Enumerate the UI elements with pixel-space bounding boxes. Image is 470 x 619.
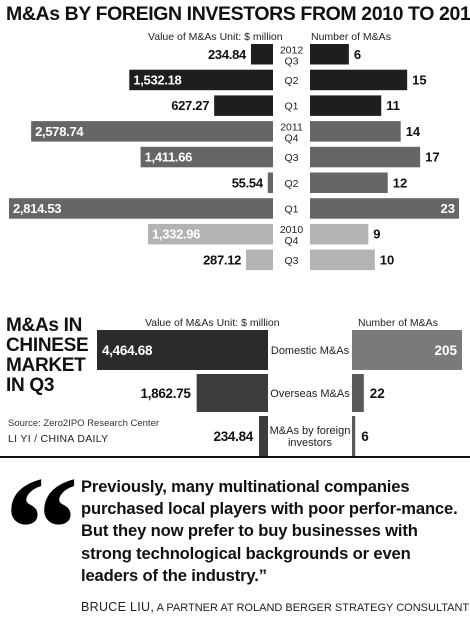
value-bar: [214, 95, 273, 116]
value-label: 234.84: [208, 47, 247, 62]
count-bar: [352, 416, 356, 456]
count-label: 17: [425, 150, 439, 165]
attribution-role: A PARTNER AT ROLAND BERGER STRATEGY CONS…: [154, 602, 470, 614]
count-label: 205: [434, 343, 457, 358]
count-bar: [310, 223, 369, 245]
value-label: 627.27: [171, 98, 209, 113]
quarter-label: Q3: [284, 255, 298, 267]
count-header: Number of M&As: [311, 31, 391, 43]
value-bar: [196, 374, 268, 412]
quarter-label: Q1: [284, 101, 298, 113]
value-bar: [246, 249, 273, 271]
count-bar: [310, 146, 421, 168]
count-label: 22: [370, 386, 385, 401]
source-note: Source: Zero2IPO Research Center: [8, 418, 160, 429]
value-label: 234.84: [214, 429, 254, 444]
value-label: 1,332.96: [152, 227, 200, 242]
quarter-label: Q2: [284, 178, 298, 190]
count-label: 6: [361, 429, 369, 444]
value-label: 55.54: [232, 175, 264, 190]
value-bar: [267, 172, 273, 193]
divider: [0, 456, 470, 458]
value-bar: [97, 330, 268, 370]
quarter-label: Q3: [284, 152, 298, 164]
market-title-line: CHINESE: [6, 335, 89, 356]
category-label: M&As by foreign: [270, 425, 351, 437]
count-label: 6: [354, 47, 361, 62]
quote-mark-icon: “: [4, 446, 79, 612]
year-label: 2012: [280, 44, 304, 56]
market-title: M&As IN CHINESE MARKET IN Q3: [6, 316, 106, 396]
count-bar: [352, 374, 364, 412]
value-label: 1,532.18: [133, 72, 181, 87]
quarter-label: Q1: [284, 203, 298, 215]
attribution-name: BRUCE LIU,: [81, 600, 155, 614]
value-header: Value of M&As Unit: $ million: [148, 31, 283, 43]
value-label: 2,578.74: [35, 124, 84, 139]
count-bar: [310, 249, 375, 271]
market-title-line: MARKET: [6, 355, 86, 376]
value-bar: [31, 121, 274, 142]
count-label: 11: [386, 98, 400, 113]
chinese-market-chart: 4,464.68 205 Domestic M&As 1,862.75 22 Overse…: [97, 330, 462, 456]
year-label: 2011: [280, 121, 303, 133]
value-bar: [259, 416, 268, 456]
count-bar: [310, 172, 388, 193]
value-bar: [250, 44, 273, 65]
count-bar: [310, 44, 349, 65]
count-label: 12: [393, 175, 407, 190]
count-bar: [310, 121, 401, 142]
quote-text: Previously, many multinational companies…: [81, 477, 458, 585]
count-bar: [310, 198, 459, 219]
attribution: BRUCE LIU, A PARTNER AT ROLAND BERGER ST…: [81, 600, 470, 614]
value-bar: [147, 223, 273, 245]
quarter-label: Q3: [284, 55, 298, 67]
market-title-line: IN Q3: [6, 375, 55, 396]
count-label: 14: [406, 124, 421, 139]
count-bar: [310, 69, 408, 91]
count-bar: [352, 330, 462, 370]
count-label: 23: [441, 201, 455, 216]
market-title-line: M&As IN: [6, 315, 83, 336]
value-label: 2,814.53: [13, 201, 61, 216]
count-label: 9: [373, 227, 380, 242]
quarter-label: Q2: [284, 75, 298, 87]
year-label: 2010: [280, 224, 304, 236]
value-label: 1,411.66: [145, 150, 193, 165]
count-label: 15: [412, 72, 426, 87]
value-bar: [140, 146, 273, 168]
quarter-label: Q4: [284, 132, 298, 144]
category-label: investors: [288, 437, 333, 449]
quarter-label: Q4: [284, 235, 298, 247]
credit-line: LI YI / CHINA DAILY: [8, 433, 109, 445]
value-label: 4,464.68: [102, 343, 153, 358]
category-label: Domestic M&As: [271, 345, 350, 357]
count-header: Number of M&As: [358, 317, 438, 329]
value-label: 1,862.75: [140, 386, 191, 401]
value-bar: [129, 69, 273, 91]
value-header: Value of M&As Unit: $ million: [145, 317, 280, 329]
value-bar: [9, 198, 273, 219]
main-title: M&As BY FOREIGN INVESTORS FROM 2010 TO 2…: [6, 3, 470, 25]
value-label: 287.12: [203, 252, 241, 267]
category-label: Overseas M&As: [270, 388, 350, 400]
count-bar: [310, 95, 382, 116]
count-label: 10: [380, 252, 394, 267]
